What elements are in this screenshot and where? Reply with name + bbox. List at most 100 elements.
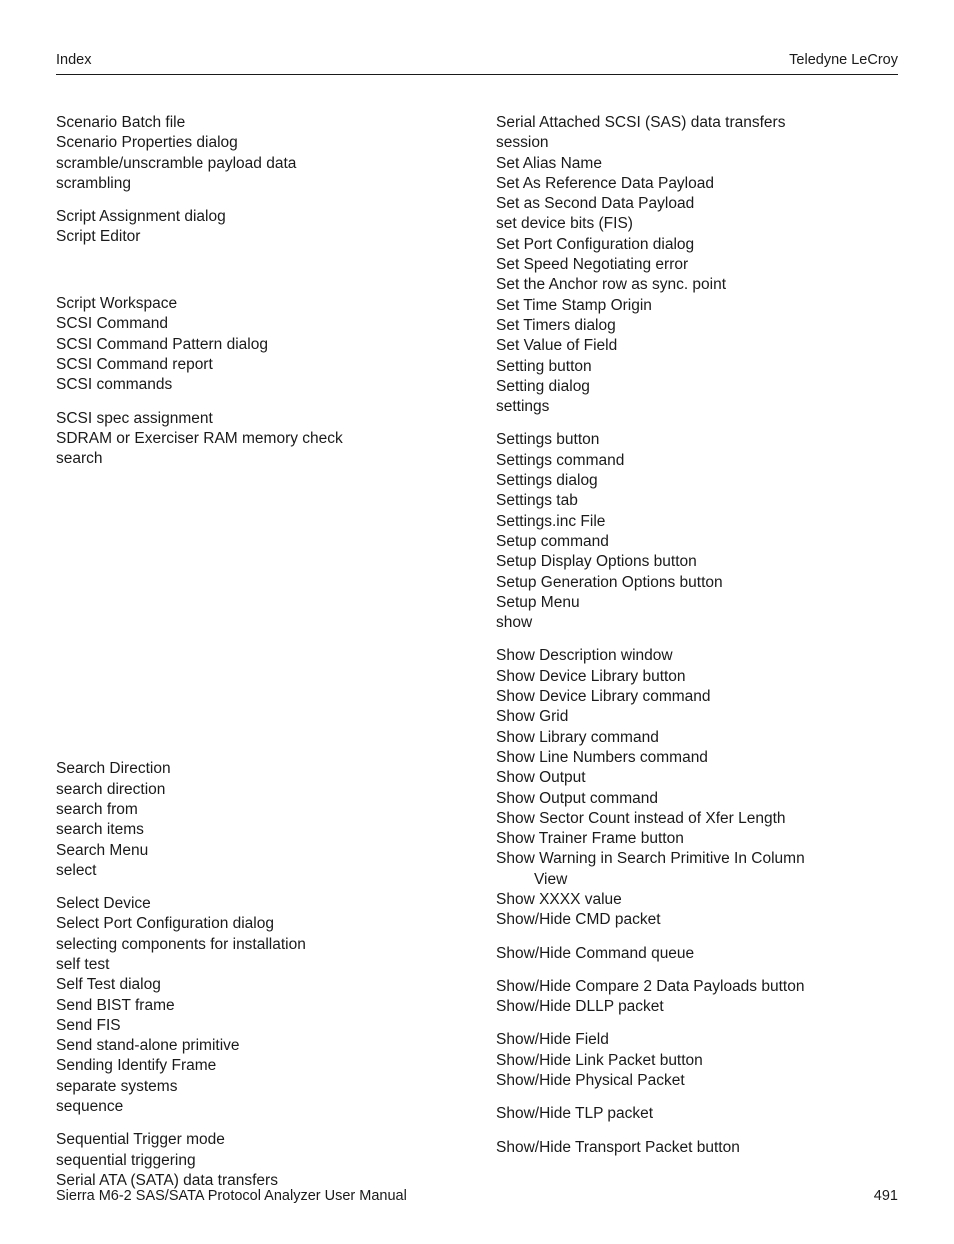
index-entry: settings — [496, 397, 898, 417]
index-group: Show/Hide FieldShow/Hide Link Packet but… — [496, 1030, 898, 1091]
index-entry: Set as Second Data Payload — [496, 194, 898, 214]
index-entry: Set Value of Field — [496, 336, 898, 356]
index-entry — [56, 685, 458, 705]
index-entry: Set Alias Name — [496, 154, 898, 174]
index-group: Serial Attached SCSI (SAS) data transfer… — [496, 113, 898, 417]
index-entry: Sequential Trigger mode — [56, 1130, 458, 1150]
index-entry: scramble/unscramble payload data — [56, 154, 458, 174]
index-entry: Show/Hide CMD packet — [496, 910, 898, 930]
index-columns: Scenario Batch fileScenario Properties d… — [56, 113, 898, 1204]
index-entry — [56, 604, 458, 624]
index-entry — [56, 261, 458, 281]
index-entry: Show/Hide Command queue — [496, 944, 898, 964]
index-group: Search Directionsearch directionsearch f… — [56, 759, 458, 881]
index-entry — [56, 625, 458, 645]
index-entry: SCSI spec assignment — [56, 409, 458, 429]
index-entry: Script Assignment dialog — [56, 207, 458, 227]
index-entry: search items — [56, 820, 458, 840]
index-entry: Show Library command — [496, 728, 898, 748]
index-entry: Script Editor — [56, 227, 458, 247]
index-group: Select DeviceSelect Port Configuration d… — [56, 894, 458, 1117]
index-entry: session — [496, 133, 898, 153]
index-entry — [56, 665, 458, 685]
index-entry: Script Workspace — [56, 294, 458, 314]
index-group: Show/Hide Command queue — [496, 944, 898, 964]
index-entry: Show Output — [496, 768, 898, 788]
index-entry: sequence — [56, 1097, 458, 1117]
index-entry: Send stand-alone primitive — [56, 1036, 458, 1056]
index-group: Show/Hide Transport Packet button — [496, 1138, 898, 1158]
index-entry: Sending Identify Frame — [56, 1056, 458, 1076]
index-group — [56, 261, 458, 281]
index-group: SCSI spec assignmentSDRAM or Exerciser R… — [56, 409, 458, 470]
index-entry: Setup Display Options button — [496, 552, 898, 572]
index-entry: Scenario Batch file — [56, 113, 458, 133]
index-entry: Set Speed Negotiating error — [496, 255, 898, 275]
index-entry — [56, 482, 458, 502]
index-entry: Self Test dialog — [56, 975, 458, 995]
header-left: Index — [56, 52, 91, 68]
index-entry: Settings command — [496, 451, 898, 471]
index-group: Show Description windowShow Device Libra… — [496, 646, 898, 930]
index-entry: Settings dialog — [496, 471, 898, 491]
index-entry: Show Grid — [496, 707, 898, 727]
index-group: Settings buttonSettings commandSettings … — [496, 430, 898, 633]
index-entry: search — [56, 449, 458, 469]
index-entry: search direction — [56, 780, 458, 800]
index-entry: Show/Hide Field — [496, 1030, 898, 1050]
index-entry: Set Timers dialog — [496, 316, 898, 336]
index-entry: Settings.inc File — [496, 512, 898, 532]
index-group: Script WorkspaceSCSI CommandSCSI Command… — [56, 294, 458, 395]
index-entry: Select Device — [56, 894, 458, 914]
index-entry: selecting components for installation — [56, 935, 458, 955]
index-entry: set device bits (FIS) — [496, 214, 898, 234]
index-entry — [56, 584, 458, 604]
index-entry: sequential triggering — [56, 1151, 458, 1171]
index-entry: Set Port Configuration dialog — [496, 235, 898, 255]
index-entry: Send FIS — [56, 1016, 458, 1036]
index-entry: Show/Hide DLLP packet — [496, 997, 898, 1017]
index-entry — [56, 706, 458, 726]
index-entry: Set Time Stamp Origin — [496, 296, 898, 316]
index-entry — [56, 645, 458, 665]
left-column: Scenario Batch fileScenario Properties d… — [56, 113, 458, 1204]
index-entry: show — [496, 613, 898, 633]
index-entry: search from — [56, 800, 458, 820]
index-entry: SCSI Command — [56, 314, 458, 334]
index-entry: Show Warning in Search Primitive In Colu… — [496, 849, 898, 869]
index-group — [56, 482, 458, 746]
index-entry: Show Description window — [496, 646, 898, 666]
index-group: Script Assignment dialogScript Editor — [56, 207, 458, 248]
index-entry: Search Direction — [56, 759, 458, 779]
index-entry: Settings tab — [496, 491, 898, 511]
right-column: Serial Attached SCSI (SAS) data transfer… — [496, 113, 898, 1204]
index-entry: Show Trainer Frame button — [496, 829, 898, 849]
index-entry: Serial Attached SCSI (SAS) data transfer… — [496, 113, 898, 133]
index-entry: Setting button — [496, 357, 898, 377]
index-entry: separate systems — [56, 1077, 458, 1097]
index-entry: Show XXXX value — [496, 890, 898, 910]
index-entry: Setup Generation Options button — [496, 573, 898, 593]
index-entry: self test — [56, 955, 458, 975]
index-group: Scenario Batch fileScenario Properties d… — [56, 113, 458, 194]
index-entry — [56, 523, 458, 543]
document-page: Index Teledyne LeCroy Scenario Batch fil… — [0, 0, 954, 1244]
index-entry — [56, 564, 458, 584]
index-entry: Show Sector Count instead of Xfer Length — [496, 809, 898, 829]
index-entry: Setup Menu — [496, 593, 898, 613]
index-group: Sequential Trigger modesequential trigge… — [56, 1130, 458, 1191]
index-entry: SCSI Command Pattern dialog — [56, 335, 458, 355]
header-right: Teledyne LeCroy — [789, 52, 898, 68]
index-entry: Show Device Library button — [496, 667, 898, 687]
index-entry — [56, 726, 458, 746]
index-entry: SDRAM or Exerciser RAM memory check — [56, 429, 458, 449]
index-entry: Settings button — [496, 430, 898, 450]
page-footer: Sierra M6-2 SAS/SATA Protocol Analyzer U… — [56, 1188, 898, 1204]
index-entry: Show/Hide Compare 2 Data Payloads button — [496, 977, 898, 997]
index-entry: Show/Hide Link Packet button — [496, 1051, 898, 1071]
index-entry: Search Menu — [56, 841, 458, 861]
page-header: Index Teledyne LeCroy — [56, 52, 898, 75]
index-entry: Setting dialog — [496, 377, 898, 397]
index-group: Show/Hide Compare 2 Data Payloads button… — [496, 977, 898, 1018]
index-entry: Show Line Numbers command — [496, 748, 898, 768]
